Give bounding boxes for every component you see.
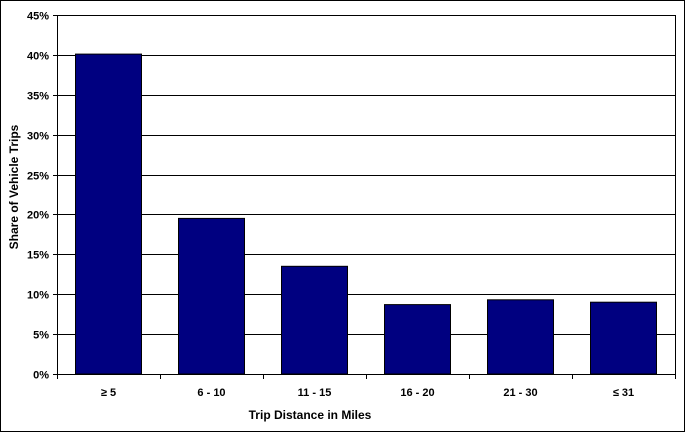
x-axis-title: Trip Distance in Miles [249,408,372,422]
axes [53,15,676,379]
y-tick-label: 10% [27,290,49,302]
grid-lines [57,15,675,335]
x-tick-label: ≥ 5 [101,387,116,399]
x-tick-label: 21 - 30 [503,387,537,399]
y-tick-label: 15% [27,250,49,262]
y-tick-label: 35% [27,91,49,103]
bar [384,304,451,375]
y-tick-label: 45% [27,11,49,23]
x-tick-label: 11 - 15 [298,387,332,399]
y-tick-label: 5% [33,330,49,342]
bars [75,53,657,375]
x-tick-label: 6 - 10 [197,387,225,399]
y-tick-label: 30% [27,131,49,143]
y-tick-label: 25% [27,171,49,183]
x-tick-labels: ≥ 5 6 - 10 11 - 15 16 - 20 21 - 30 ≤ 31 [101,387,634,399]
y-axis-title: Share of Vehicle Trips [7,124,21,249]
y-tick-label: 20% [27,210,49,222]
y-tick-label: 0% [33,370,49,382]
y-tick-labels: 0% 5% 10% 15% 20% 25% 30% 35% 40% 45% [27,11,49,382]
bar [487,299,554,375]
x-tick-label: ≤ 31 [613,387,634,399]
bar [75,53,142,375]
x-tick-label: 16 - 20 [400,387,434,399]
bar [178,217,245,375]
y-tick-label: 40% [27,51,49,63]
bar [590,301,657,375]
bar [281,265,348,375]
